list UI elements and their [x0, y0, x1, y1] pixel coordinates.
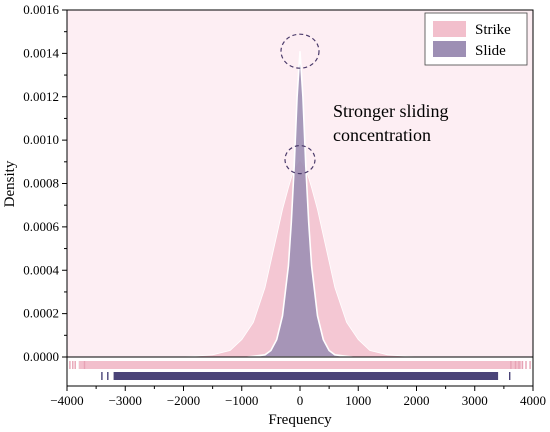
- legend-swatch-slide: [433, 41, 466, 57]
- rug-strip: [69, 361, 531, 380]
- annotation-text: Stronger sliding concentration: [333, 101, 453, 145]
- x-tick-label: 1000: [345, 393, 371, 408]
- y-tick-label: 0.0006: [23, 219, 59, 234]
- x-tick-label: −1000: [225, 393, 258, 408]
- annotation-line-1: Stronger sliding: [333, 101, 449, 121]
- x-tick-label: 3000: [462, 393, 488, 408]
- y-tick-label: 0.0010: [23, 132, 59, 147]
- legend-label-slide: Slide: [475, 43, 506, 59]
- legend: Strike Slide: [424, 12, 528, 66]
- x-tick-label: 2000: [404, 393, 430, 408]
- x-tick-label: 4000: [520, 393, 546, 408]
- x-tick-label: 0: [297, 393, 304, 408]
- y-tick-label: 0.0012: [23, 89, 59, 104]
- y-tick-label: 0.0004: [23, 262, 59, 277]
- legend-swatch-strike: [433, 21, 466, 37]
- rug-band-strike: [78, 361, 522, 369]
- peak-highlights: [280, 33, 320, 175]
- peak-circle-strike: [284, 145, 316, 175]
- rug-band-slide: [113, 372, 499, 380]
- peak-circle-slide: [280, 33, 320, 69]
- y-tick-label: 0.0000: [23, 349, 59, 364]
- y-axis: 0.0000 0.0002 0.0004 0.0006 0.0008 0.0010 0.00…: [23, 2, 67, 364]
- x-axis: −4000 −3000 −2000 −1000 0 1000 2000 3000 4000: [50, 386, 546, 408]
- x-axis-title: Frequency: [268, 412, 332, 428]
- density-curves: [183, 51, 417, 358]
- y-tick-label: 0.0002: [23, 306, 59, 321]
- x-tick-label: −2000: [167, 393, 200, 408]
- y-tick-label: 0.0008: [23, 176, 59, 191]
- x-tick-label: −4000: [50, 393, 83, 408]
- x-tick-label: −3000: [109, 393, 142, 408]
- annotation-line-2: concentration: [333, 125, 431, 145]
- y-tick-label: 0.0016: [23, 2, 59, 17]
- y-axis-title: Density: [2, 160, 18, 207]
- y-tick-label: 0.0014: [23, 45, 59, 60]
- legend-label-strike: Strike: [475, 22, 511, 38]
- density-area-slide: [247, 51, 353, 358]
